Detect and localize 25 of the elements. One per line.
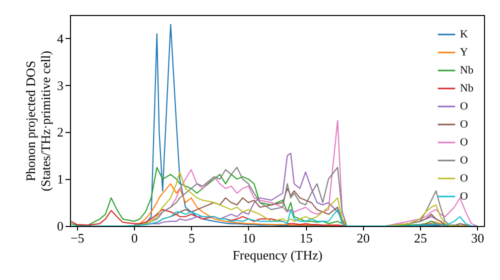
legend-label: Y	[460, 46, 468, 58]
x-axis-title: Frequency (THz)	[232, 248, 322, 262]
x-tick-label: 10	[242, 230, 256, 246]
legend-label: O	[460, 172, 468, 184]
y-tick-label: 3	[57, 78, 64, 93]
x-tick-label: −5	[70, 230, 84, 246]
y-tick-label: 4	[57, 30, 64, 46]
legend-label: O	[460, 136, 468, 148]
legend-label: O	[460, 154, 468, 166]
legend-label: K	[460, 28, 468, 40]
y-axis-title: Phonon projected DOS (States/THz·primitive cell)	[23, 50, 53, 192]
y-tick-label: 1	[57, 172, 64, 187]
x-tick-label: 30	[471, 230, 484, 246]
legend-label: Nb	[460, 64, 474, 76]
x-tick-label: 20	[356, 230, 370, 246]
x-tick-label: 25	[414, 230, 427, 246]
x-tick-label: 0	[131, 230, 138, 246]
y-tick-label: 2	[57, 124, 64, 140]
y-tick-label: 0	[57, 218, 64, 234]
legend-label: Nb	[460, 82, 474, 94]
legend-label: O	[460, 190, 468, 202]
x-tick-label: 15	[300, 230, 313, 246]
x-tick-label: 5	[188, 230, 195, 246]
legend-label: O	[460, 100, 468, 112]
legend-label: O	[460, 118, 468, 130]
